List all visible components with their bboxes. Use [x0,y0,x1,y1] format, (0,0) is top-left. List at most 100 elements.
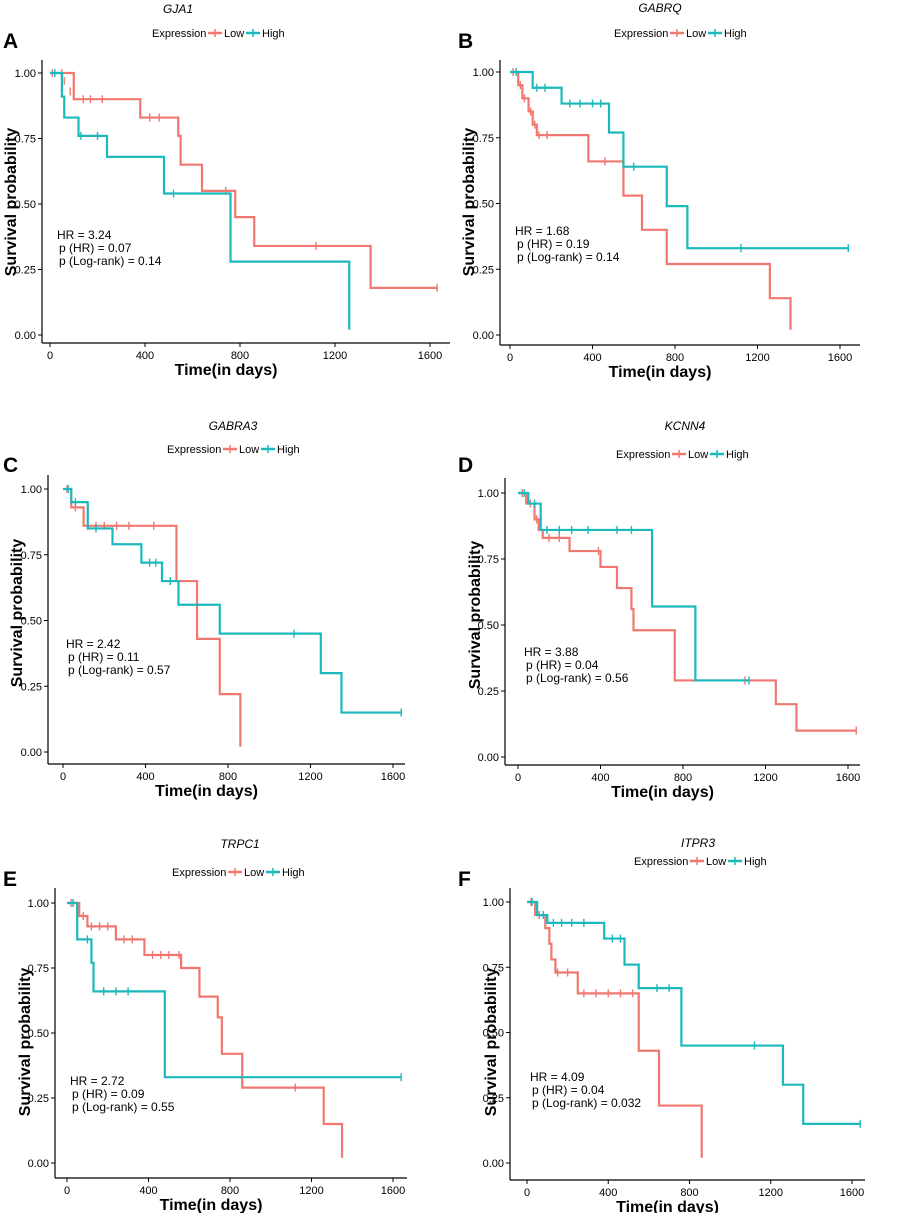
x-tick-label: 1600 [828,352,852,364]
series-low [67,899,344,1158]
survival-curve-low [518,491,857,732]
stat-line-2: p (HR) = 0.04 [532,1083,605,1097]
stat-line-3: p (Log-rank) = 0.57 [68,663,171,677]
x-tick-label: 800 [219,771,237,783]
series-high [67,899,402,1082]
y-tick-label: 0.00 [28,1158,49,1170]
stat-line-3: p (Log-rank) = 0.14 [517,250,620,264]
survival-curve-high [50,71,351,330]
y-tick-label: 1.00 [21,484,42,496]
panel-label: C [3,454,18,477]
series-low [510,68,792,330]
legend: Expression Low High [167,444,300,456]
legend: Expression Low High [634,856,767,868]
stat-line-1: HR = 1.68 [515,224,570,238]
legend-title: Expression [634,856,688,868]
y-tick-label: 0.25 [478,686,499,698]
legend: Expression Low High [172,867,305,879]
x-tick-label: 800 [231,350,249,362]
x-axis-label: Time(in days) [160,1197,263,1213]
x-tick-label: 1200 [759,1187,783,1199]
x-tick-label: 1600 [836,772,860,784]
series-low [50,69,438,292]
survival-curve-high [63,487,402,714]
stat-line-2: p (HR) = 0.19 [517,237,590,251]
y-tick-label: 0.50 [473,199,494,211]
series-low [63,485,242,747]
y-tick-label: 1.00 [478,488,499,500]
x-tick-label: 1200 [323,350,347,362]
y-tick-label: 0.25 [21,681,42,693]
x-tick-label: 400 [583,352,601,364]
series-high [518,489,750,685]
legend: Expression Low High [152,28,285,40]
y-tick-label: 0.50 [21,616,42,628]
series-high [63,485,402,717]
y-tick-label: 0.25 [473,264,494,276]
stat-line-1: HR = 2.72 [70,1074,125,1088]
y-tick-label: 0.75 [15,134,36,146]
stat-line-3: p (Log-rank) = 0.55 [72,1100,175,1114]
y-tick-label: 0.50 [15,199,36,211]
gene-title: ITPR3 [681,836,715,850]
survival-curve-low [50,71,438,289]
x-tick-label: 1600 [381,771,405,783]
x-tick-label: 400 [139,1185,157,1197]
panel-label: E [3,868,17,891]
stat-line-2: p (HR) = 0.09 [72,1087,145,1101]
x-axis-label: Time(in days) [609,364,712,381]
y-axis-label: Survival probability [467,541,484,690]
legend-low-label: Low [239,444,259,456]
gene-title: GABRA3 [209,419,258,433]
stat-line-1: HR = 2.42 [66,637,121,651]
stat-line-1: HR = 3.24 [57,228,112,242]
y-tick-label: 1.00 [28,898,49,910]
legend-high-label: High [277,444,300,456]
x-tick-label: 1200 [299,1185,323,1197]
survival-curve-high [67,901,402,1079]
legend-high-label: High [282,867,305,879]
legend-low-label: Low [688,449,708,461]
y-tick-label: 0.25 [483,1093,504,1105]
legend-high-label: High [724,28,747,40]
y-tick-label: 0.00 [473,330,494,342]
y-tick-label: 0.00 [483,1158,504,1170]
y-tick-label: 1.00 [473,67,494,79]
legend-title: Expression [152,28,206,40]
stat-line-3: p (Log-rank) = 0.14 [59,254,162,268]
y-tick-label: 0.50 [478,620,499,632]
legend-low-label: Low [244,867,264,879]
y-tick-label: 1.00 [15,68,36,80]
x-tick-label: 400 [599,1187,617,1199]
y-tick-label: 0.00 [21,747,42,759]
survival-curve-high [518,491,749,682]
legend-low-label: Low [686,28,706,40]
legend-high-label: High [726,449,749,461]
survival-curve-low [67,901,344,1158]
x-tick-label: 400 [591,772,609,784]
x-axis-label: Time(in days) [611,784,714,801]
stat-line-3: p (Log-rank) = 0.56 [526,671,629,685]
survival-curve-low [527,900,703,1158]
legend-title: Expression [172,867,226,879]
legend-high-label: High [744,856,767,868]
y-axis-label: Survival probability [17,968,34,1117]
survival-curve-low [510,70,792,330]
x-tick-label: 800 [221,1185,239,1197]
x-tick-label: 1600 [840,1187,864,1199]
legend-title: Expression [167,444,221,456]
series-low [527,898,703,1158]
x-tick-label: 800 [680,1187,698,1199]
panel-f: F ITPR3 Expression Low High 0.00 0.25 0.50 0.75 1… [458,836,865,1213]
x-tick-label: 1600 [381,1185,405,1197]
legend-title: Expression [614,28,668,40]
y-tick-label: 0.00 [478,752,499,764]
legend: Expression Low High [614,28,747,40]
panel-label: D [458,454,473,477]
legend-title: Expression [616,449,670,461]
x-tick-label: 800 [674,772,692,784]
panel-label: F [458,868,471,891]
legend-high-label: High [262,28,285,40]
x-axis-label: Time(in days) [175,362,278,379]
y-axis-label: Survival probability [9,539,26,688]
